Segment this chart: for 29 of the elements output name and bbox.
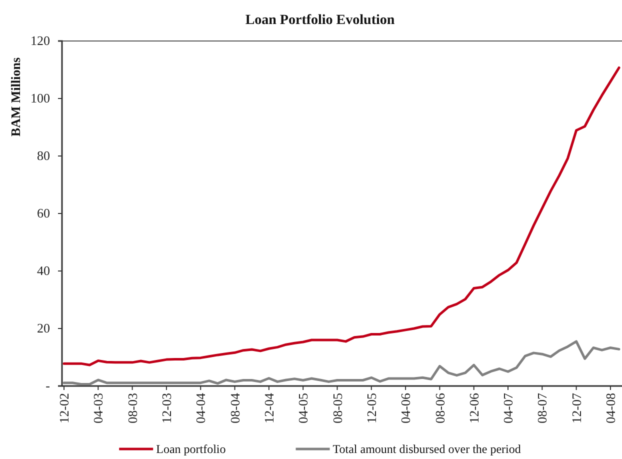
x-tick-label: 08-07 [534,392,550,424]
x-tick-label: 08-06 [432,392,448,424]
x-tick-label: 12-07 [568,392,584,424]
y-tick-label: 80 [37,148,50,164]
chart-title: Loan Portfolio Evolution [245,13,395,28]
x-tick-label: 12-04 [261,392,276,424]
y-tick-label: 20 [37,320,50,336]
x-tick-label: 08-03 [124,393,140,424]
y-tick-label: 120 [30,33,50,48]
y-tick-label: 40 [37,263,50,278]
x-tick-label: 08-05 [330,393,345,424]
x-tick-label: 12-05 [364,393,379,424]
legend-label: Total amount disbursed over the period [332,442,521,456]
y-tick-label: 60 [37,206,50,221]
x-tick-label: 04-03 [90,393,106,424]
x-tick-label: 08-04 [227,392,242,424]
legend-label: Loan portfolio [156,442,226,456]
line-series [62,66,620,366]
y-tick-label: 100 [30,90,50,106]
x-tick-label: 12-03 [159,393,174,424]
x-tick-label: 04-06 [398,392,414,424]
x-tick-label: 04-04 [193,392,208,424]
x-tick-label: 04-05 [296,393,311,424]
x-tick-label: 04-08 [603,393,618,424]
x-tick-label: 12-02 [56,393,72,424]
x-tick-label: 04-07 [500,392,516,424]
y-axis-title: BAM Millions [8,57,23,137]
y-tick-label: - [46,378,50,394]
x-tick-label: 12-06 [466,392,482,424]
